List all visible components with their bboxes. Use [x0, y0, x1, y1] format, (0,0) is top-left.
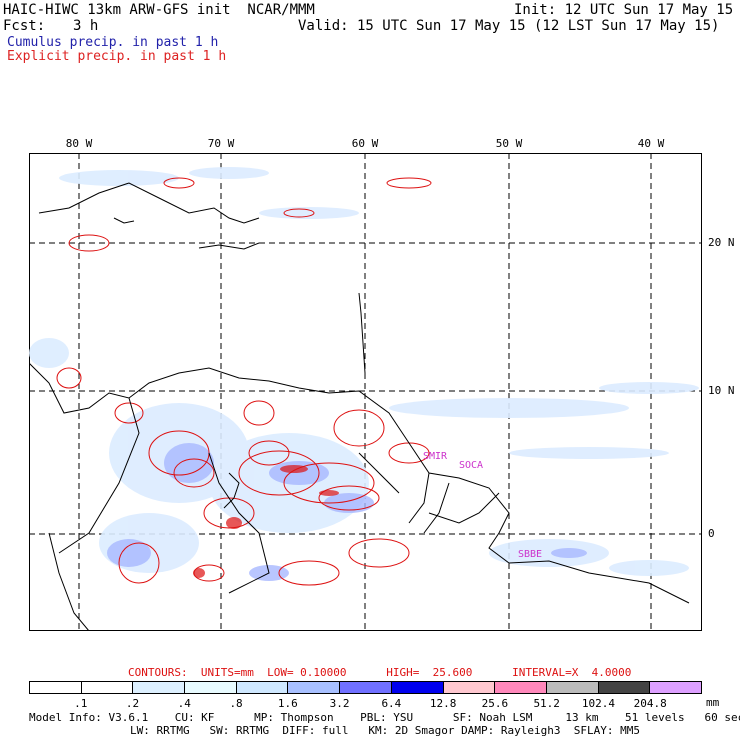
colorbar-tick-label: .4 [177, 697, 191, 710]
colorbar-tick-label: .2 [125, 697, 140, 710]
colorbar-tick-label: 12.8 [429, 697, 457, 710]
colorbar-swatch [650, 682, 701, 693]
colorbar-tick-label: 1.6 [277, 697, 298, 710]
lon-label-80w: 80 W [65, 137, 93, 150]
colorbar-swatch [443, 682, 496, 693]
moderate-precip-areas [107, 443, 587, 581]
precip-map [29, 153, 702, 631]
region-label-smir: SMIR [423, 451, 448, 462]
region-label-sbbe: SBBE [518, 549, 543, 560]
fcst-label: Fcst: [3, 18, 46, 34]
colorbar-tick-label: .8 [229, 697, 243, 710]
explicit-label: Explicit precip. in past 1 h [7, 49, 227, 64]
colorbar-tick-label: 51.2 [533, 697, 560, 710]
colorbar-swatch [391, 682, 444, 693]
colorbar-swatch [495, 682, 547, 693]
colorbar-swatch [236, 682, 289, 693]
colorbar-swatch [30, 682, 82, 693]
lat-label-0: 0 [708, 527, 715, 540]
coastlines [29, 182, 690, 631]
lon-label-50w: 50 W [495, 137, 523, 150]
colorbar-swatch [81, 682, 134, 693]
colorbar-tick-label: 102.4 [581, 697, 616, 710]
cumulus-label: Cumulus precip. in past 1 h [7, 35, 219, 50]
init-time: Init: 12 UTC Sun 17 May 15 [514, 2, 734, 18]
precip-colorbar [29, 681, 702, 694]
lat-label-20n: 20 N [708, 236, 735, 249]
colorbar-swatch [288, 682, 341, 693]
footer-model-info: Model Info: V3.6.1 CU: KF MP: Thompson P… [29, 711, 740, 724]
country-borders [58, 397, 430, 594]
colorbar-swatch [598, 682, 651, 693]
colorbar-swatch [133, 682, 186, 693]
valid-time: Valid: 15 UTC Sun 17 May 15 (12 LST Sun … [298, 18, 720, 34]
lat-label-10n: 10 N [708, 384, 735, 397]
colorbar-swatch [546, 682, 599, 693]
colorbar-unit: mm [706, 696, 720, 709]
lon-label-40w: 40 W [637, 137, 665, 150]
region-label-soca: SOCA [459, 460, 484, 471]
colorbar-tick-label: 25.6 [481, 697, 509, 710]
colorbar-swatch [185, 682, 237, 693]
colorbar-tick-label: 6.4 [381, 697, 402, 710]
colorbar-swatch [340, 682, 392, 693]
colorbar-tick-label: 204.8 [633, 697, 667, 710]
lon-label-70w: 70 W [207, 137, 235, 150]
colorbar-tick-label: 3.2 [329, 697, 350, 710]
colorbar-tick-label: .1 [74, 697, 88, 710]
contours-info: CONTOURS: UNITS=mm LOW= 0.10000 HIGH= 25… [128, 666, 632, 679]
footer-physics-info: LW: RRTMG SW: RRTMG DIFF: full KM: 2D Sm… [130, 724, 640, 737]
explicit-precip-contours [56, 177, 432, 586]
model-title: HAIC-HIWC 13km ARW-GFS init NCAR/MMM [3, 2, 315, 18]
heavy-precip-cores [193, 465, 339, 578]
fcst-value: 3 h [73, 18, 99, 34]
lon-label-60w: 60 W [351, 137, 379, 150]
